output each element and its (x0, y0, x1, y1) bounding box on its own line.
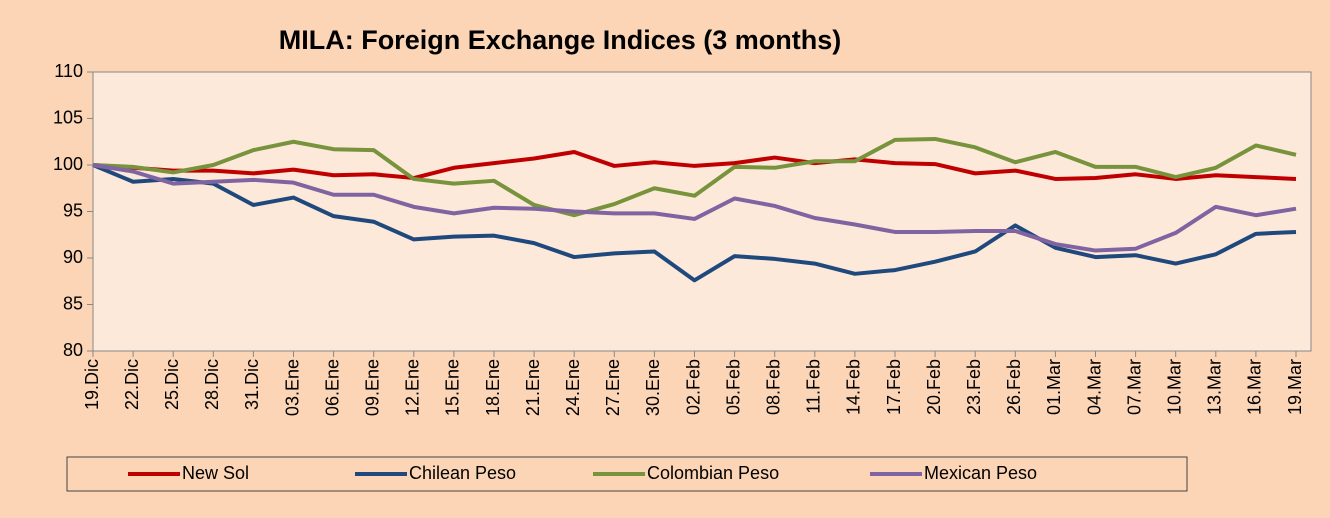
series-line (92, 163, 1297, 253)
x-tick-label: 12.Ene (403, 359, 423, 416)
x-tick-label: 19.Mar (1285, 359, 1305, 415)
x-tick-label: 20.Feb (924, 359, 944, 415)
x-tick-label: 25.Dic (162, 359, 182, 410)
plot-area (92, 71, 1312, 352)
x-tick-label: 07.Mar (1124, 359, 1144, 415)
x-tick-label: 09.Ene (362, 359, 382, 416)
y-tick-label: 100 (53, 154, 83, 174)
x-tick-label: 16.Mar (1245, 359, 1265, 415)
x-tick-label: 10.Mar (1164, 359, 1184, 415)
x-tick-label: 14.Feb (844, 359, 864, 415)
legend-label: Chilean Peso (409, 463, 516, 483)
x-tick-label: 19.Dic (82, 359, 102, 410)
y-tick-label: 80 (63, 340, 83, 360)
x-tick-label: 23.Feb (964, 359, 984, 415)
x-tick-label: 17.Feb (884, 359, 904, 415)
y-tick-label: 110 (54, 61, 83, 81)
x-tick-label: 18.Ene (483, 359, 503, 416)
x-tick-label: 08.Feb (763, 359, 783, 415)
x-tick-label: 02.Feb (683, 359, 703, 415)
x-tick-label: 24.Ene (563, 359, 583, 416)
x-tick-label: 03.Ene (282, 359, 302, 416)
x-tick-label: 01.Mar (1044, 359, 1064, 415)
x-tick-label: 26.Feb (1004, 359, 1024, 415)
x-tick-label: 04.Mar (1084, 359, 1104, 415)
x-tick-label: 11.Feb (804, 359, 824, 414)
x-tick-label: 30.Ene (643, 359, 663, 416)
x-tick-label: 27.Ene (603, 359, 623, 416)
y-tick-label: 85 (63, 293, 83, 313)
series-line (92, 163, 1297, 283)
x-tick-label: 06.Ene (322, 359, 342, 416)
x-tick-label: 15.Ene (443, 359, 463, 416)
legend-label: New Sol (182, 463, 249, 483)
x-tick-label: 21.Ene (523, 359, 543, 416)
x-tick-label: 13.Mar (1205, 359, 1225, 415)
chart-title: MILA: Foreign Exchange Indices (3 months… (279, 25, 842, 55)
y-tick-label: 90 (63, 247, 83, 267)
y-tick-label: 95 (63, 200, 83, 220)
x-tick-label: 22.Dic (122, 359, 142, 410)
y-tick-label: 105 (53, 107, 83, 127)
x-tick-label: 31.Dic (242, 359, 262, 410)
series-line (92, 136, 1297, 218)
x-tick-label: 05.Feb (723, 359, 743, 415)
x-tick-label: 28.Dic (202, 359, 222, 410)
series-line (92, 149, 1297, 181)
legend-label: Mexican Peso (924, 463, 1037, 483)
legend-label: Colombian Peso (647, 463, 779, 483)
